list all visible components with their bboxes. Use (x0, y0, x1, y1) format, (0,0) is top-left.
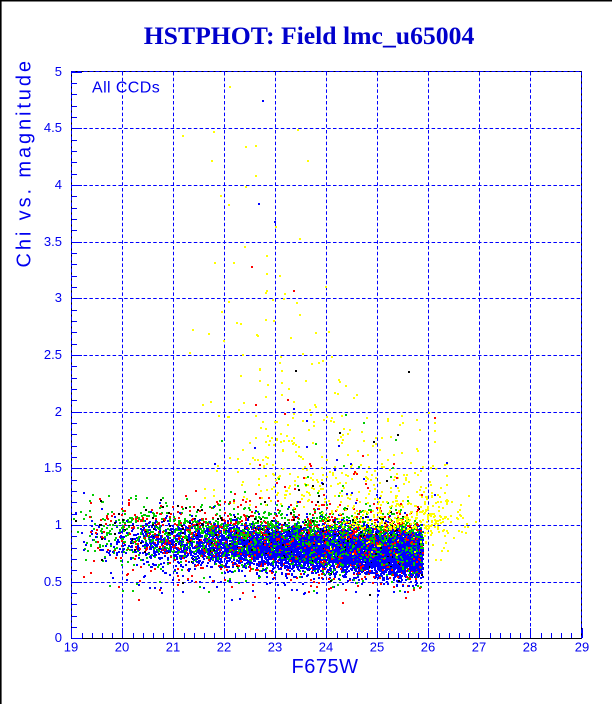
svg-text:1: 1 (55, 517, 62, 532)
svg-text:All CCDs: All CCDs (92, 80, 160, 97)
svg-text:22: 22 (217, 640, 231, 655)
svg-text:24: 24 (319, 640, 333, 655)
svg-text:20: 20 (115, 640, 129, 655)
svg-text:0: 0 (55, 630, 62, 645)
svg-text:27: 27 (472, 640, 486, 655)
svg-text:3.5: 3.5 (44, 234, 62, 249)
svg-text:5: 5 (55, 64, 62, 79)
svg-text:1.5: 1.5 (44, 460, 62, 475)
svg-text:2: 2 (55, 404, 62, 419)
svg-text:2.5: 2.5 (44, 347, 62, 362)
svg-text:F675W: F675W (292, 656, 359, 678)
svg-text:23: 23 (268, 640, 282, 655)
svg-text:29: 29 (575, 640, 589, 655)
svg-text:Chi vs. magnitude: Chi vs. magnitude (14, 58, 36, 267)
svg-text:28: 28 (523, 640, 537, 655)
svg-text:0.5: 0.5 (44, 574, 62, 589)
svg-text:25: 25 (370, 640, 384, 655)
svg-text:3: 3 (55, 290, 62, 305)
svg-text:19: 19 (64, 640, 78, 655)
svg-text:21: 21 (166, 640, 180, 655)
svg-text:26: 26 (421, 640, 435, 655)
svg-text:4.5: 4.5 (44, 120, 62, 135)
svg-text:4: 4 (55, 177, 62, 192)
